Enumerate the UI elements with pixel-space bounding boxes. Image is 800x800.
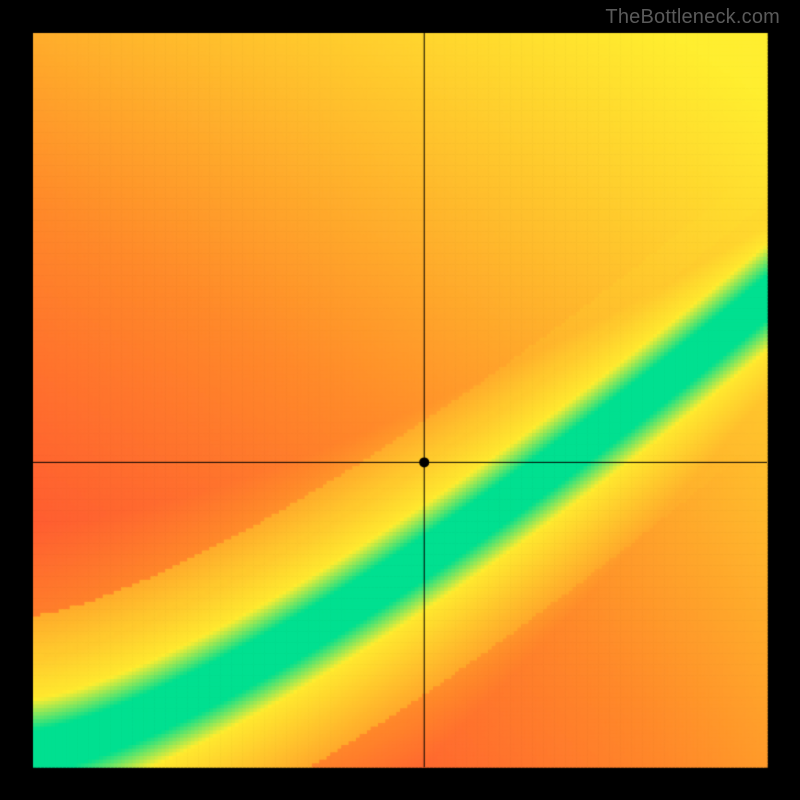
watermark-text: TheBottleneck.com [605, 6, 780, 29]
chart-container: { "watermark": { "text": "TheBottleneck.… [0, 0, 800, 800]
bottleneck-heatmap [0, 0, 800, 800]
